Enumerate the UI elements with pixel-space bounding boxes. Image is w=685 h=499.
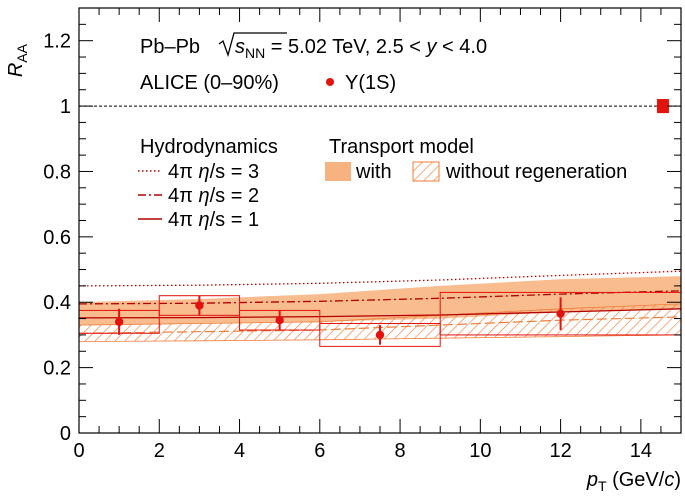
x-axis-label: pT (GeV/c) [586, 469, 681, 494]
hydro-curve-1 [79, 270, 681, 287]
hydro-curve-2 [79, 290, 681, 305]
legend-label-hydro-1: 4π η/s = 3 [168, 161, 259, 183]
legend-marker-upsilon [326, 78, 334, 86]
data-point-4 [375, 330, 385, 340]
data-point-5 [556, 309, 565, 318]
x-tick-label: 4 [234, 440, 245, 462]
legend-transport-title: Transport model [329, 136, 474, 158]
x-tick-label: 12 [549, 440, 571, 462]
y-tick-label: 0.2 [43, 358, 71, 380]
x-tick-label: 0 [73, 440, 84, 462]
data-point-3 [275, 316, 284, 325]
y-tick-label: 0.8 [43, 161, 71, 183]
y-axis-label: RAA [5, 43, 30, 77]
rapidity-symbol: y [424, 36, 437, 58]
svg-text:Pb–Pb: Pb–Pb [140, 36, 200, 58]
rapidity-range: < 4.0 [436, 36, 487, 58]
axes: 0 2 4 6 8 10 12 14 0 0.2 0.4 0.6 0.8 1 1.2 [43, 7, 682, 462]
energy-text: = 5.02 TeV, 2.5 < [265, 36, 426, 58]
x-tick-label: 6 [314, 440, 325, 462]
sqrt-sign [218, 32, 287, 58]
x-axis-label-main: p [586, 469, 598, 491]
x-axis-unit-open: (GeV/ [607, 469, 665, 491]
legend-hydro-title: Hydrodynamics [140, 136, 278, 158]
y-tick-label: 1 [60, 96, 71, 118]
x-axis-label-sub: T [598, 478, 607, 494]
data-point-1 [114, 317, 124, 327]
y-tick-label: 0.6 [43, 227, 71, 249]
sqrts-symbol: s [235, 36, 245, 58]
legend-label-hydro-2: 4π η/s = 2 [168, 185, 259, 207]
x-tick-label: 2 [154, 440, 165, 462]
experiment-label: ALICE (0–90%) [140, 72, 279, 94]
collision-label: Pb–Pb sNN = 5.02 TeV, 2.5 < y < 4.0 [140, 32, 487, 61]
data-points [114, 295, 565, 345]
data-point-2 [195, 301, 204, 310]
y-axis-label-sub: AA [14, 43, 30, 62]
x-axis-unit-close: ) [674, 469, 681, 491]
y-tick-label: 0.4 [43, 292, 71, 314]
y-axis-label-main: R [5, 63, 27, 77]
sqrts-sub: NN [245, 45, 265, 61]
legend-swatch-without-regeneration [412, 161, 440, 182]
legend-label-upsilon: Υ(1S) [345, 72, 396, 94]
collision-system: Pb–Pb [140, 36, 200, 58]
x-tick-label: 10 [469, 440, 491, 462]
legend-label-with-regeneration: with [355, 161, 392, 183]
x-tick-label: 8 [395, 440, 406, 462]
y-tick-label: 1.2 [43, 31, 71, 53]
legend-swatch-with-regeneration [325, 162, 351, 181]
hydro-curves [79, 270, 681, 319]
hydro-curve-3 [79, 308, 681, 319]
y-tick-label: 0 [60, 423, 71, 445]
svg-text:sNN = 5.02 TeV, 2.5 < y < 4.0: sNN = 5.02 TeV, 2.5 < y < 4.0 [235, 36, 487, 61]
global-uncertainty-box [656, 99, 669, 114]
legend-label-hydro-3: 4π η/s = 1 [168, 209, 259, 231]
hydro-legend: 4π η/s = 34π η/s = 24π η/s = 1 [138, 161, 259, 231]
legend-label-without-regeneration: without regeneration [445, 161, 627, 183]
x-axis-unit-c: c [664, 469, 674, 491]
x-tick-label: 14 [630, 440, 652, 462]
